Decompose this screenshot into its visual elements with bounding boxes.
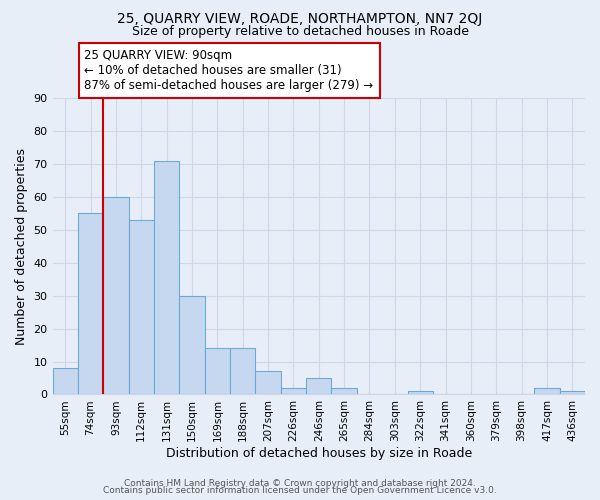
Y-axis label: Number of detached properties: Number of detached properties [15,148,28,345]
Bar [179,296,205,394]
Bar [53,368,78,394]
Bar [128,220,154,394]
Bar [103,197,128,394]
Bar [154,160,179,394]
Text: Contains public sector information licensed under the Open Government Licence v3: Contains public sector information licen… [103,486,497,495]
Bar [560,391,585,394]
Bar [331,388,357,394]
Bar [230,348,256,395]
Bar [78,214,103,394]
Bar [407,391,433,394]
Bar [306,378,331,394]
Text: Contains HM Land Registry data © Crown copyright and database right 2024.: Contains HM Land Registry data © Crown c… [124,478,476,488]
Text: 25, QUARRY VIEW, ROADE, NORTHAMPTON, NN7 2QJ: 25, QUARRY VIEW, ROADE, NORTHAMPTON, NN7… [118,12,482,26]
Bar [534,388,560,394]
Bar [281,388,306,394]
Bar [205,348,230,395]
Text: Size of property relative to detached houses in Roade: Size of property relative to detached ho… [131,25,469,38]
Text: 25 QUARRY VIEW: 90sqm
← 10% of detached houses are smaller (31)
87% of semi-deta: 25 QUARRY VIEW: 90sqm ← 10% of detached … [85,50,374,92]
Bar [256,372,281,394]
X-axis label: Distribution of detached houses by size in Roade: Distribution of detached houses by size … [166,447,472,460]
